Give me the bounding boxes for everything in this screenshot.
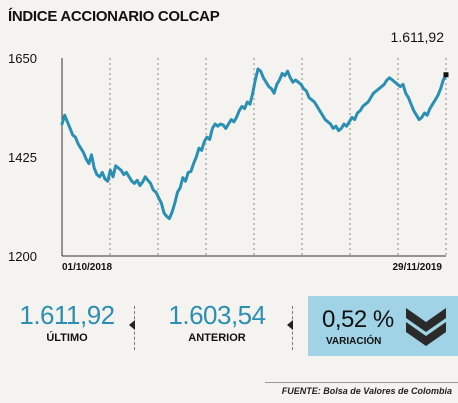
- divider-arrow-icon: [129, 320, 135, 330]
- stat-ultimo: 1.611,92 ÚLTIMO: [12, 300, 122, 344]
- chart-title: ÍNDICE ACCIONARIO COLCAP: [8, 8, 220, 25]
- anterior-label: ANTERIOR: [188, 332, 246, 344]
- x-tick-label: 01/10/2018: [62, 262, 112, 273]
- source-divider: [265, 382, 458, 383]
- source-note: FUENTE: Bolsa de Valores de Colombia: [281, 386, 452, 396]
- y-tick-label: 1425: [8, 150, 37, 165]
- y-tick-label: 1200: [8, 249, 37, 264]
- y-tick-label: 1650: [8, 51, 37, 66]
- variation-value: 0,52 %: [322, 306, 394, 333]
- colcap-line-chart: 1650 1425 1200 01/10/2018 29/11/2019 1.611,92: [8, 29, 449, 273]
- ultimo-value: 1.611,92: [19, 300, 115, 330]
- divider-arrow-icon: [287, 320, 293, 330]
- stats-panel: 1.611,92 ÚLTIMO 1.603,54 ANTERIOR: [0, 300, 458, 360]
- ultimo-label: ÚLTIMO: [46, 332, 88, 344]
- anterior-value: 1.603,54: [168, 300, 266, 330]
- x-tick-label: 29/11/2019: [393, 262, 443, 273]
- variation-box: 0,52 % VARIACIÓN: [308, 296, 458, 356]
- series-line: [60, 67, 448, 221]
- last-value-label: 1.611,92: [391, 29, 445, 45]
- last-point-marker: [443, 72, 449, 78]
- variation-label: VARIACIÓN: [326, 336, 382, 347]
- stat-anterior: 1.603,54 ANTERIOR: [152, 300, 282, 344]
- double-chevron-down-icon: [406, 308, 446, 346]
